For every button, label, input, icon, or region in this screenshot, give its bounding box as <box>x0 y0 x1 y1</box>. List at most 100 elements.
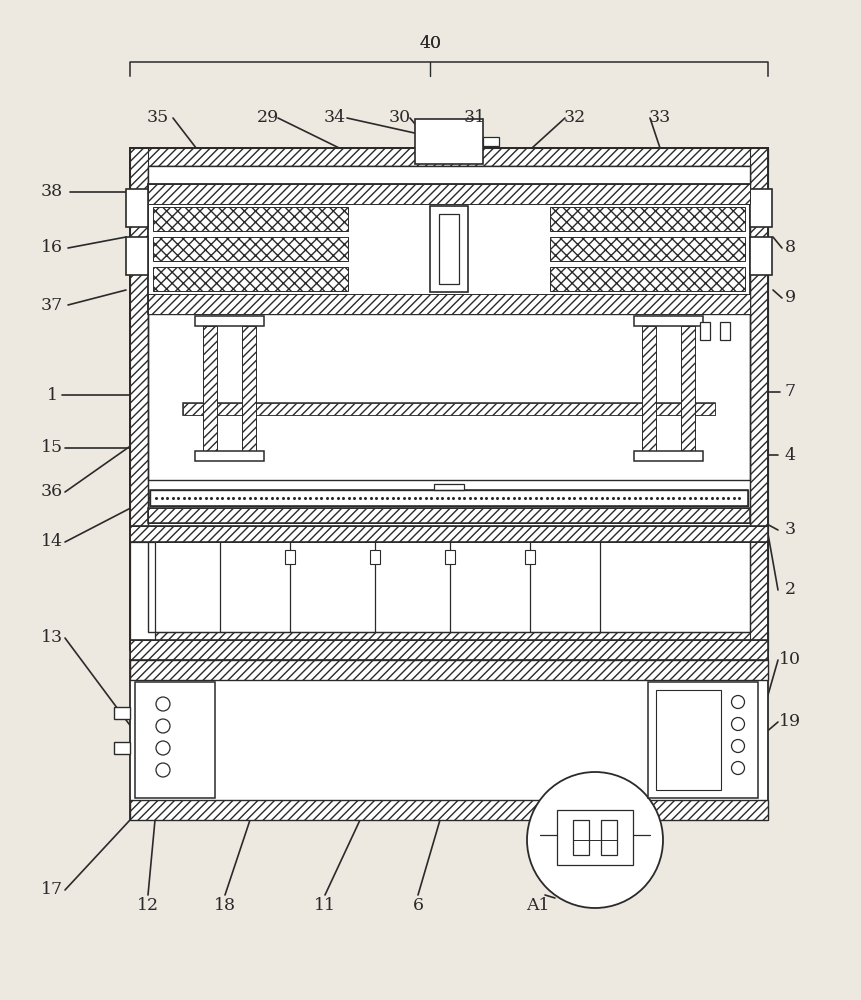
Bar <box>445 550 455 564</box>
Bar <box>601 820 617 855</box>
Text: 38: 38 <box>41 184 63 200</box>
Bar <box>153 237 348 261</box>
Circle shape <box>732 740 745 752</box>
Text: 11: 11 <box>314 896 336 914</box>
Circle shape <box>156 763 170 777</box>
Bar <box>183 403 715 415</box>
Text: 29: 29 <box>257 109 279 126</box>
Bar <box>750 148 768 650</box>
Bar <box>150 490 748 506</box>
Bar <box>648 682 758 798</box>
Bar <box>434 484 464 490</box>
Text: 14: 14 <box>41 534 63 550</box>
Circle shape <box>156 719 170 733</box>
Text: 10: 10 <box>779 652 801 668</box>
Bar <box>153 267 348 291</box>
Text: 40: 40 <box>419 35 441 52</box>
Bar <box>150 490 748 506</box>
Bar <box>130 148 768 650</box>
Bar <box>370 550 380 564</box>
Text: 9: 9 <box>784 290 796 306</box>
Bar <box>700 322 710 340</box>
Bar <box>148 314 750 480</box>
Bar <box>130 148 768 166</box>
Bar <box>148 184 750 314</box>
Bar <box>430 206 468 292</box>
Bar <box>550 267 745 291</box>
Bar <box>285 550 295 564</box>
Bar <box>130 800 768 820</box>
Bar <box>135 682 215 798</box>
Bar <box>483 137 499 146</box>
Bar <box>130 640 768 660</box>
Bar <box>656 690 721 790</box>
Bar <box>573 820 589 855</box>
Bar <box>195 316 264 326</box>
Text: 1: 1 <box>46 386 58 403</box>
Bar <box>130 148 148 650</box>
Bar <box>130 660 768 820</box>
Bar <box>415 119 483 164</box>
Circle shape <box>732 762 745 774</box>
Bar <box>130 660 768 680</box>
Bar <box>114 707 130 719</box>
Text: 8: 8 <box>784 239 796 256</box>
Bar <box>183 403 715 415</box>
Bar <box>130 632 768 650</box>
Bar <box>130 800 768 820</box>
Bar <box>550 207 745 231</box>
Text: 37: 37 <box>40 296 63 314</box>
Text: 31: 31 <box>464 109 486 126</box>
Bar <box>130 526 768 542</box>
Bar <box>550 237 745 261</box>
Circle shape <box>732 718 745 730</box>
Bar <box>153 207 348 231</box>
Bar <box>148 508 750 523</box>
Bar <box>130 526 768 542</box>
Text: 4: 4 <box>784 446 796 464</box>
Text: 18: 18 <box>214 896 236 914</box>
Bar <box>114 742 130 754</box>
Text: 30: 30 <box>389 109 411 126</box>
Bar <box>148 166 750 632</box>
Text: 16: 16 <box>41 239 63 256</box>
Bar <box>148 166 750 184</box>
Bar <box>130 148 768 650</box>
Bar <box>750 189 772 227</box>
Bar <box>148 184 750 204</box>
Bar <box>126 237 148 275</box>
Text: 2: 2 <box>784 582 796 598</box>
Circle shape <box>527 772 663 908</box>
Bar <box>681 326 695 451</box>
Bar <box>439 214 459 284</box>
Bar <box>557 810 633 865</box>
Bar <box>634 316 703 326</box>
Circle shape <box>732 696 745 708</box>
Bar <box>148 294 750 314</box>
Text: 3: 3 <box>784 522 796 538</box>
Bar <box>130 542 155 640</box>
Text: 34: 34 <box>324 109 346 126</box>
Text: 17: 17 <box>41 882 63 898</box>
Bar <box>148 508 750 523</box>
Bar <box>195 451 264 461</box>
Text: 35: 35 <box>147 109 169 126</box>
Circle shape <box>156 697 170 711</box>
Text: 32: 32 <box>564 109 586 126</box>
Text: A1: A1 <box>526 896 550 914</box>
Text: 33: 33 <box>649 109 671 126</box>
Text: 7: 7 <box>784 383 796 400</box>
Bar <box>642 326 656 451</box>
Bar <box>634 451 703 461</box>
Circle shape <box>156 741 170 755</box>
Text: 36: 36 <box>41 484 63 500</box>
Text: 15: 15 <box>41 440 63 456</box>
Text: 12: 12 <box>137 896 159 914</box>
Bar <box>126 189 148 227</box>
Text: 6: 6 <box>412 896 424 914</box>
Bar <box>720 322 730 340</box>
Text: 40: 40 <box>419 35 441 52</box>
Text: 19: 19 <box>779 714 801 730</box>
Bar <box>203 326 217 451</box>
Bar <box>130 640 768 660</box>
